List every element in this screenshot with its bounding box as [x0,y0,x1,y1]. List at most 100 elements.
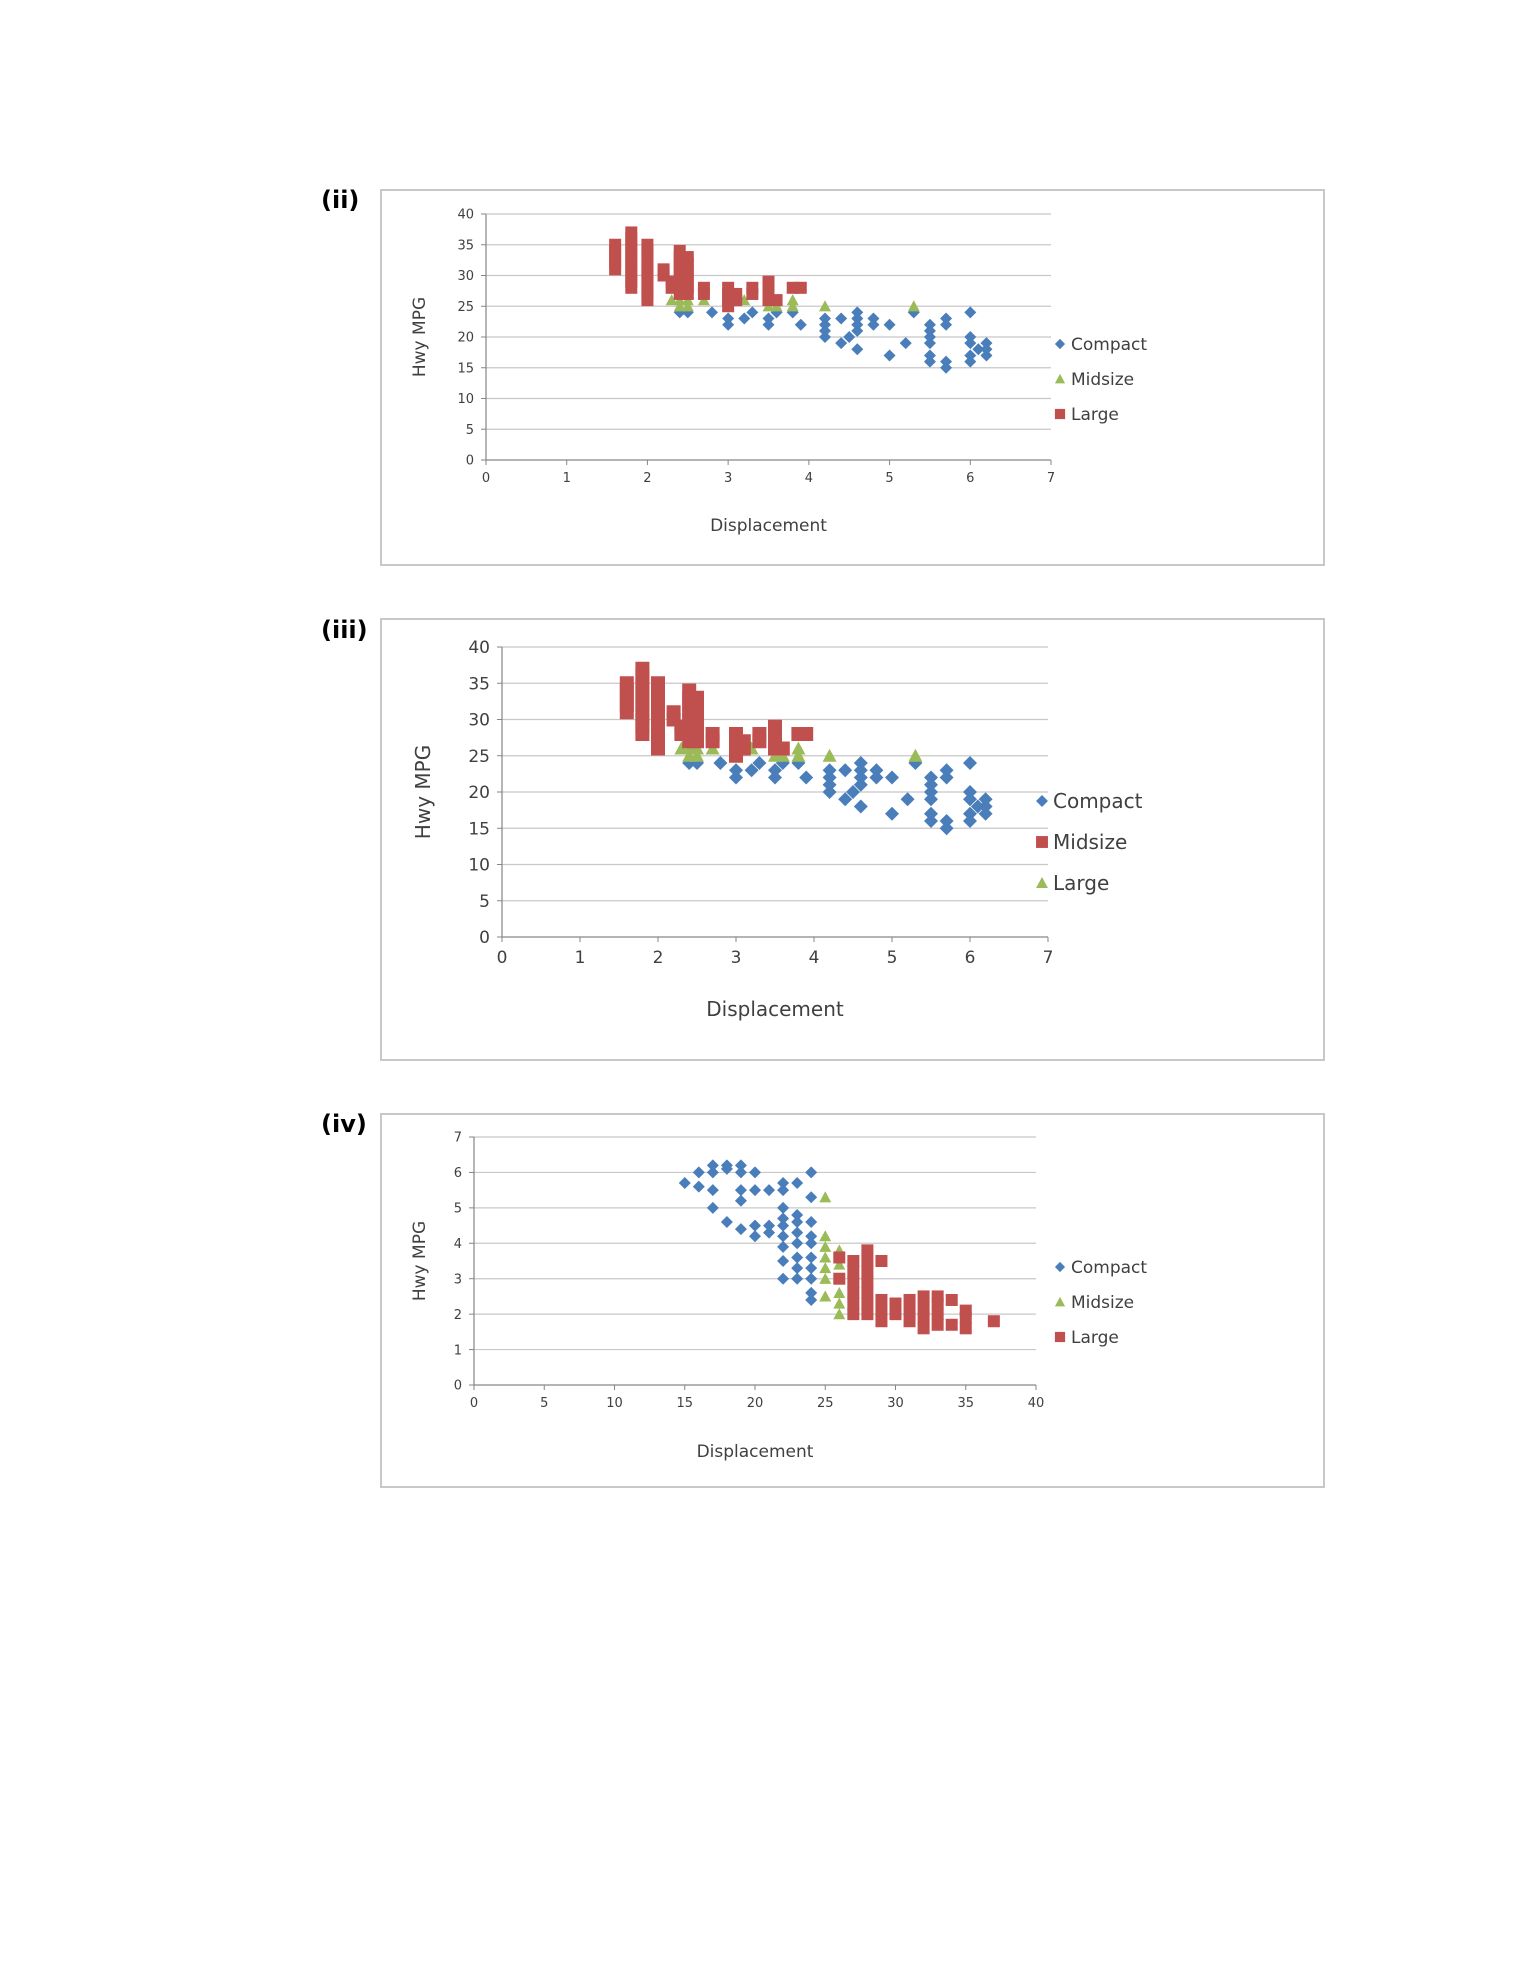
data-point [853,777,868,792]
data-point [805,1191,818,1204]
data-point [822,763,837,778]
y-tick-label: 5 [454,1202,462,1217]
y-tick-label: 0 [466,454,474,469]
data-point [738,312,751,325]
data-point [794,281,807,294]
data-point [673,306,686,319]
x-tick-label: 4 [809,948,820,968]
data-point [752,727,767,741]
data-point [939,814,954,828]
series-compact [682,756,993,836]
data-point [851,343,864,356]
data-point [853,756,868,770]
data-point [819,1262,832,1274]
data-point [861,1286,874,1299]
data-point [762,312,775,325]
data-point [917,1322,930,1335]
data-point [939,821,954,836]
data-point [641,238,654,251]
x-tick-label: 1 [563,471,571,486]
data-point [786,306,799,319]
data-point [903,1315,916,1328]
y-axis-title: Hwy MPG [410,1221,430,1301]
data-point [706,306,718,319]
data-point [665,294,678,306]
legend-label: Large [1071,1328,1119,1348]
data-point [746,306,759,319]
data-point [931,1308,944,1321]
data-point [917,1290,930,1303]
data-point [987,1315,1000,1328]
data-point [786,294,799,306]
data-point [851,318,864,331]
data-point [964,355,977,368]
data-point [729,763,743,778]
data-point [734,1194,747,1207]
data-point [978,792,993,807]
data-point [963,792,977,807]
legend-marker [1036,836,1048,848]
data-point [835,337,848,350]
legend-marker [1036,877,1048,889]
data-point [819,1272,832,1284]
data-point [959,1322,972,1335]
y-tick-label: 0 [479,928,490,948]
y-tick-label: 2 [454,1308,462,1323]
data-point [819,312,831,325]
y-tick-label: 5 [479,892,490,912]
data-point [833,1308,846,1320]
data-point [889,1297,902,1310]
data-point [734,1166,747,1179]
data-point [625,226,638,239]
x-tick-label: 15 [676,1396,693,1411]
data-point [609,238,622,251]
data-point [692,1180,705,1193]
data-point [794,318,807,331]
x-tick-label: 6 [966,471,974,486]
data-point [931,1290,944,1303]
data-point [768,770,782,785]
data-point [847,1255,860,1267]
data-point [963,785,977,799]
data-point [972,343,985,356]
data-point [619,676,634,691]
data-point [963,756,977,770]
data-point [861,1297,874,1310]
data-point [777,1212,790,1225]
data-point [805,1216,818,1229]
data-point [777,1272,790,1285]
data-point [924,792,938,807]
data-point [883,318,896,331]
data-point [838,763,853,778]
x-tick-label: 1 [575,948,586,968]
data-point [923,349,936,362]
y-tick-label: 7 [454,1131,462,1146]
data-point [903,1293,916,1306]
legend-label: Large [1053,871,1109,895]
data-point [940,318,953,331]
x-tick-label: 5 [885,471,893,486]
data-point [867,318,880,331]
x-tick-label: 0 [497,948,508,968]
data-point [907,300,920,312]
x-tick-label: 3 [724,471,732,486]
data-point [867,312,880,325]
data-point [923,331,936,343]
data-point [939,770,954,785]
data-point [641,251,654,264]
data-point [963,806,977,821]
data-point [752,756,767,770]
data-point [777,1184,790,1197]
x-tick-label: 25 [817,1396,834,1411]
data-point [805,1237,818,1250]
data-point [819,318,831,331]
data-point [853,763,868,778]
data-point [869,770,884,785]
data-point [777,1219,790,1232]
series-midsize [819,1191,846,1320]
data-point [851,306,864,319]
data-point [822,748,837,762]
data-point [861,1308,874,1321]
data-point [980,349,993,362]
data-point [939,763,954,778]
